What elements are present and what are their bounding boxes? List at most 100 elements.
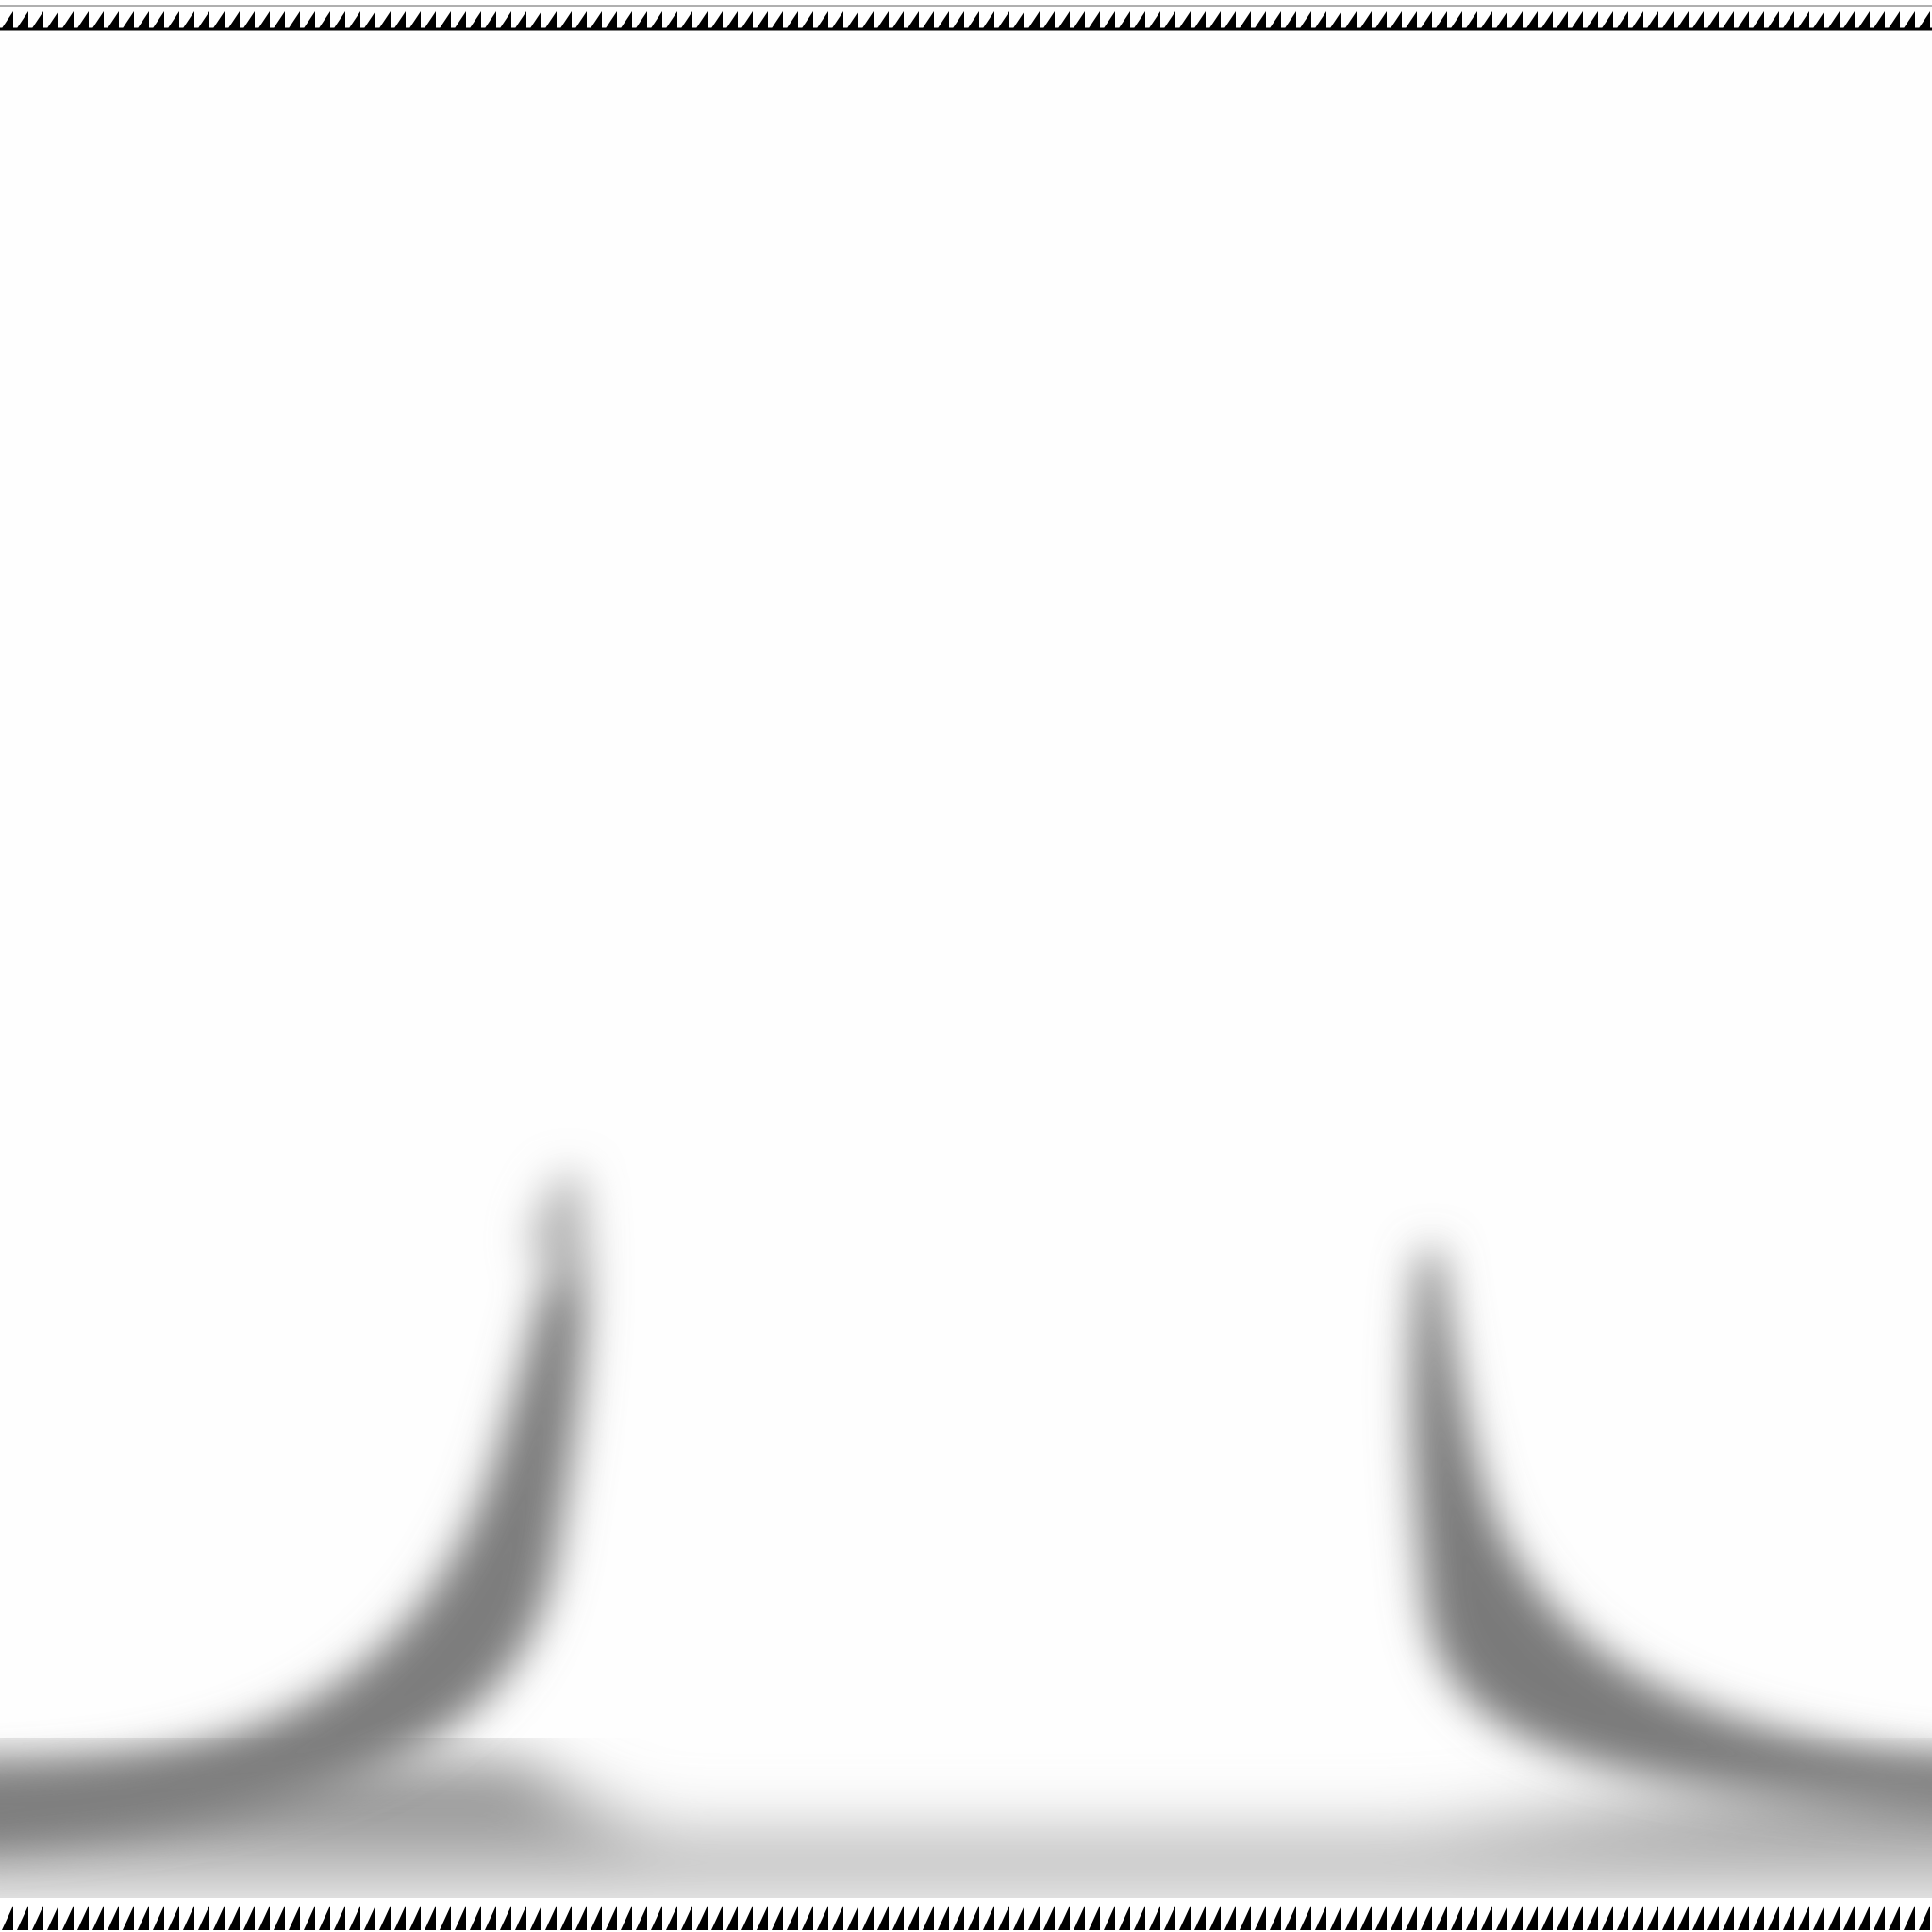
sawtooth-tooth bbox=[1662, 11, 1674, 28]
sawtooth-tooth bbox=[1557, 1906, 1568, 1930]
sawtooth-tooth bbox=[545, 11, 557, 28]
sawtooth-tooth bbox=[289, 1906, 300, 1930]
sawtooth-tooth bbox=[1723, 1906, 1734, 1930]
sawtooth-tooth bbox=[258, 11, 270, 28]
top-sawtooth-strip bbox=[0, 0, 1932, 34]
sawtooth-tooth bbox=[1300, 1906, 1311, 1930]
sawtooth-tooth bbox=[1889, 1906, 1900, 1930]
sawtooth-tooth bbox=[1692, 11, 1704, 28]
sawtooth-tooth bbox=[1919, 11, 1930, 28]
sawtooth-tooth bbox=[32, 1906, 43, 1930]
sawtooth-tooth bbox=[1209, 11, 1221, 28]
sawtooth-tooth bbox=[923, 11, 934, 28]
sawtooth-tooth bbox=[153, 11, 164, 28]
sawtooth-tooth bbox=[560, 1906, 572, 1930]
sawtooth-tooth bbox=[862, 11, 874, 28]
sawtooth-tooth bbox=[832, 1906, 843, 1930]
sawtooth-tooth bbox=[1104, 1906, 1115, 1930]
sawtooth-tooth bbox=[1858, 1906, 1870, 1930]
sawtooth-tooth bbox=[1224, 1906, 1236, 1930]
sawtooth-tooth bbox=[606, 1906, 617, 1930]
sawtooth-tooth bbox=[1194, 1906, 1206, 1930]
sawtooth-tooth bbox=[1375, 1906, 1387, 1930]
sawtooth-tooth bbox=[908, 11, 919, 28]
sawtooth-tooth bbox=[1572, 1906, 1583, 1930]
sawtooth-tooth bbox=[591, 1906, 602, 1930]
sawtooth-tooth bbox=[862, 1906, 874, 1930]
sawtooth-tooth bbox=[1813, 1906, 1824, 1930]
sawtooth-tooth bbox=[334, 1906, 345, 1930]
sawtooth-tooth bbox=[1058, 11, 1070, 28]
sawtooth-tooth bbox=[1240, 11, 1251, 28]
sawtooth-tooth bbox=[983, 11, 994, 28]
sawtooth-tooth bbox=[470, 1906, 481, 1930]
sawtooth-tooth bbox=[2, 11, 13, 28]
sawtooth-tooth bbox=[621, 1906, 632, 1930]
sawtooth-tooth bbox=[651, 1906, 662, 1930]
sawtooth-tooth bbox=[394, 11, 406, 28]
sawtooth-tooth bbox=[425, 1906, 436, 1930]
sawtooth-tooth bbox=[1843, 1906, 1855, 1930]
sawtooth-tooth bbox=[1240, 1906, 1251, 1930]
sawtooth-tooth bbox=[757, 11, 768, 28]
sawtooth-tooth bbox=[1300, 11, 1311, 28]
sawtooth-tooth bbox=[847, 11, 858, 28]
sawtooth-tooth bbox=[983, 1906, 994, 1930]
sawtooth-tooth bbox=[1315, 1906, 1326, 1930]
sawtooth-tooth bbox=[1028, 1906, 1040, 1930]
sawtooth-triangle-strip-icon bbox=[0, 1898, 1932, 1932]
sawtooth-tooth bbox=[1783, 11, 1794, 28]
sawtooth-tooth bbox=[138, 1906, 149, 1930]
sawtooth-tooth bbox=[1602, 1906, 1613, 1930]
sawtooth-tooth bbox=[666, 1906, 677, 1930]
sawtooth-tooth bbox=[1391, 11, 1402, 28]
right-curved-plume bbox=[1410, 1245, 1932, 1807]
sawtooth-tooth bbox=[968, 11, 979, 28]
sawtooth-tooth bbox=[1753, 11, 1764, 28]
sawtooth-tooth bbox=[319, 1906, 330, 1930]
sawtooth-tooth bbox=[877, 11, 889, 28]
sawtooth-tooth bbox=[123, 1906, 134, 1930]
sawtooth-tooth bbox=[741, 11, 753, 28]
sawtooth-tooth bbox=[289, 11, 300, 28]
sawtooth-tooth bbox=[1858, 11, 1870, 28]
sawtooth-tooth bbox=[696, 1906, 708, 1930]
sawtooth-tooth bbox=[108, 11, 119, 28]
sawtooth-tooth bbox=[440, 1906, 451, 1930]
sawtooth-tooth bbox=[349, 11, 360, 28]
sawtooth-tooth bbox=[47, 1906, 58, 1930]
sawtooth-tooth bbox=[62, 11, 74, 28]
sawtooth-tooth bbox=[1058, 1906, 1070, 1930]
sawtooth-tooth bbox=[681, 1906, 692, 1930]
sawtooth-tooth bbox=[1089, 11, 1100, 28]
sawtooth-tooth bbox=[440, 11, 451, 28]
sawtooth-tooth bbox=[787, 1906, 798, 1930]
sawtooth-tooth bbox=[213, 11, 225, 28]
sawtooth-tooth bbox=[455, 1906, 466, 1930]
sawtooth-tooth bbox=[1330, 1906, 1341, 1930]
sawtooth-tooth bbox=[621, 11, 632, 28]
sawtooth-tooth bbox=[1391, 1906, 1402, 1930]
sawtooth-tooth bbox=[772, 1906, 783, 1930]
sawtooth-tooth bbox=[832, 11, 843, 28]
sawtooth-tooth bbox=[1496, 11, 1507, 28]
sawtooth-tooth bbox=[168, 11, 179, 28]
sawtooth-tooth bbox=[591, 11, 602, 28]
sawtooth-tooth bbox=[500, 11, 511, 28]
sawtooth-tooth bbox=[1707, 11, 1719, 28]
sawtooth-tooth bbox=[1481, 11, 1492, 28]
sawtooth-tooth bbox=[1164, 11, 1175, 28]
sawtooth-tooth bbox=[1904, 1906, 1915, 1930]
sawtooth-tooth bbox=[1496, 1906, 1507, 1930]
sawtooth-tooth bbox=[1753, 1906, 1764, 1930]
sawtooth-tooth bbox=[636, 1906, 647, 1930]
sawtooth-tooth bbox=[1360, 11, 1372, 28]
sawtooth-tooth bbox=[636, 11, 647, 28]
sawtooth-tooth bbox=[1345, 11, 1357, 28]
sawtooth-tooth bbox=[1738, 1906, 1749, 1930]
sawtooth-tooth bbox=[741, 1906, 753, 1930]
sawtooth-tooth bbox=[1632, 1906, 1643, 1930]
sawtooth-tooth bbox=[485, 11, 496, 28]
bottom-gray-band bbox=[0, 1764, 1932, 1896]
